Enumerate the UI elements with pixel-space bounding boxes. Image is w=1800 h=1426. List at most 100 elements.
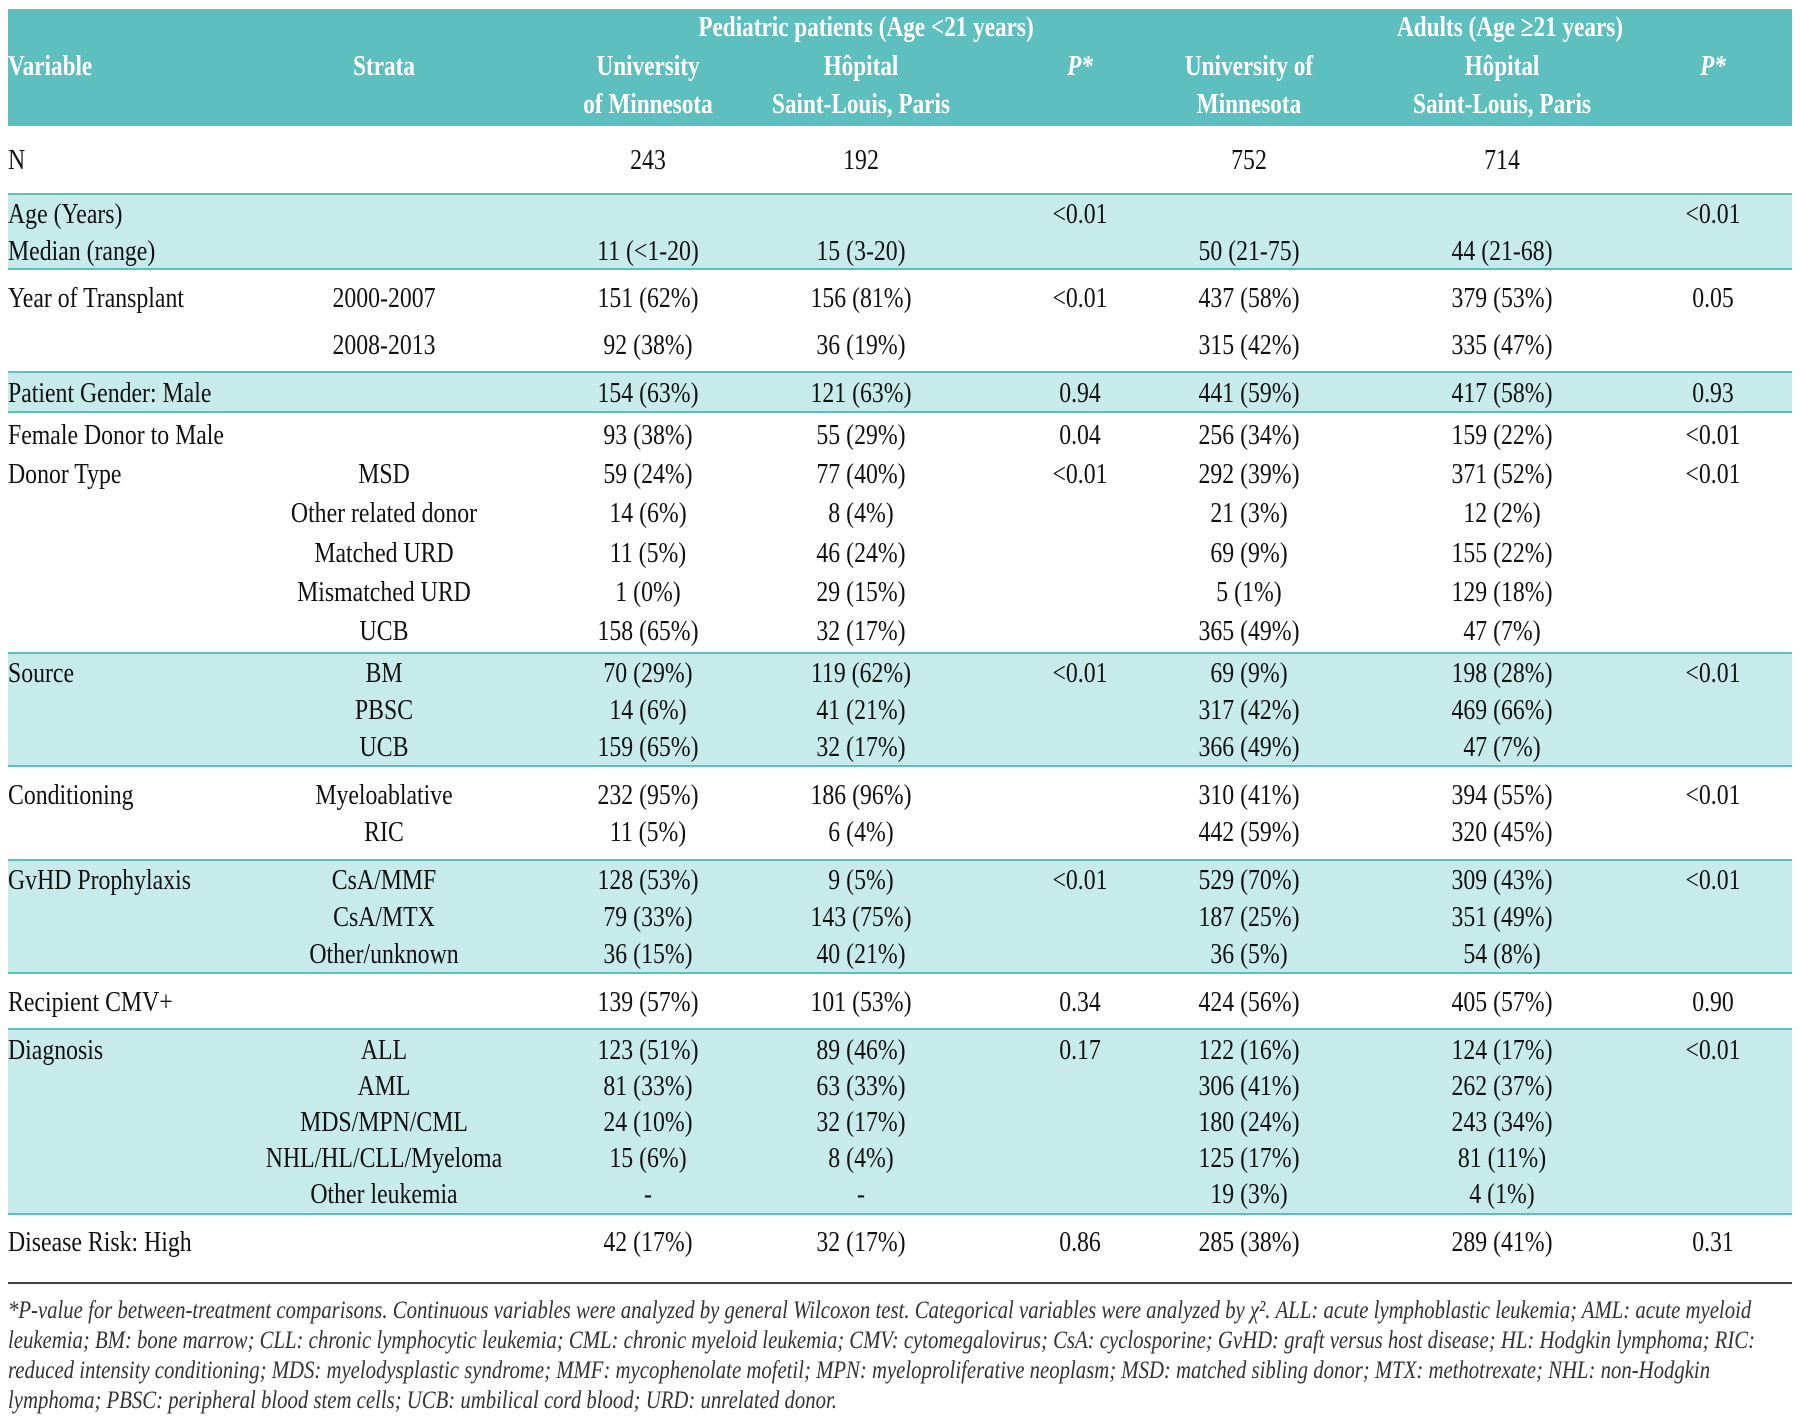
- cell-value: 0.34: [1059, 985, 1101, 1018]
- cell-value: 379 (53%): [1451, 281, 1553, 314]
- cell-variable: Median (range): [8, 234, 156, 267]
- cell-value: 93 (38%): [603, 419, 693, 452]
- cell-strata: Myeloablative: [315, 779, 453, 811]
- table-row: Conditioning Myeloablative 232 (95%) 186 (9…: [8, 777, 1792, 814]
- cell-value: 63 (33%): [816, 1070, 906, 1103]
- cell-strata: AML: [357, 1070, 411, 1103]
- header-group-adults: Adults (Age ≥21 years): [1396, 11, 1624, 43]
- cell-value: 151 (62%): [597, 281, 699, 314]
- cell-value: 320 (45%): [1451, 816, 1553, 848]
- table-row: Median (range) 11 (<1-20) 15 (3-20) 50 (21-…: [8, 233, 1792, 270]
- cell-value: 371 (52%): [1451, 458, 1553, 491]
- cell-strata: Other related donor: [290, 497, 478, 530]
- cell-value: 317 (42%): [1198, 694, 1300, 726]
- table-row: Patient Gender: Male 154 (63%) 121 (63%) 0.…: [8, 375, 1792, 412]
- cell-value: 15 (6%): [609, 1141, 687, 1174]
- cell-value: 24 (10%): [603, 1106, 693, 1138]
- cell-variable: Year of Transplant: [8, 281, 184, 314]
- cell-variable: Donor Type: [8, 458, 122, 491]
- cell-strata: RIC: [364, 816, 404, 848]
- cell-value: <0.01: [1685, 864, 1741, 896]
- cell-value: 469 (66%): [1451, 694, 1553, 726]
- cell-value: 8 (4%): [828, 497, 894, 530]
- cell-value: 122 (16%): [1198, 1034, 1300, 1067]
- cell-value: 1 (0%): [615, 575, 681, 608]
- cell-value: 243 (34%): [1451, 1106, 1553, 1138]
- cell-strata: UCB: [359, 731, 409, 763]
- cell-value: 55 (29%): [816, 419, 906, 452]
- row-group: Conditioning Myeloablative 232 (95%) 186 (9…: [8, 767, 1792, 861]
- cell-strata: UCB: [359, 614, 409, 647]
- cell-value: 156 (81%): [810, 281, 912, 314]
- row-group: Recipient CMV+ 139 (57%) 101 (53%) 0.34 424 …: [8, 974, 1792, 1030]
- cell-value: 306 (41%): [1198, 1070, 1300, 1103]
- cell-value: 180 (24%): [1198, 1106, 1300, 1138]
- cell-value: 0.31: [1692, 1225, 1734, 1258]
- cell-value: 315 (42%): [1198, 328, 1300, 361]
- table-row: MDS/MPN/CML 24 (10%) 32 (17%) 180 (24%) 243 …: [8, 1104, 1792, 1141]
- cell-value: <0.01: [1052, 281, 1108, 314]
- cell-value: 192: [843, 144, 879, 176]
- cell-value: 198 (28%): [1451, 657, 1553, 689]
- cell-strata: Other leukemia: [310, 1177, 458, 1210]
- cell-value: <0.01: [1052, 197, 1108, 230]
- cell-value: <0.01: [1685, 657, 1741, 689]
- cell-value: 77 (40%): [816, 458, 906, 491]
- cell-strata: 2008-2013: [332, 328, 436, 361]
- cell-value: 21 (3%): [1210, 497, 1288, 530]
- cell-value: 441 (59%): [1198, 376, 1300, 409]
- header-variable: Variable: [8, 50, 93, 82]
- cell-value: 0.93: [1692, 376, 1734, 409]
- cell-value: 40 (21%): [816, 938, 906, 970]
- cell-value: 36 (15%): [603, 938, 693, 970]
- cell-value: 256 (34%): [1198, 419, 1300, 452]
- cell-value: 50 (21-75): [1198, 234, 1300, 267]
- cell-variable: Patient Gender: Male: [8, 376, 212, 409]
- cell-strata: CsA/MTX: [333, 901, 435, 933]
- table-row: Other/unknown 36 (15%) 40 (21%) 36 (5%) 54 (…: [8, 936, 1792, 973]
- cell-value: 9 (5%): [828, 864, 894, 896]
- header-adult-p: P*: [1700, 50, 1726, 82]
- cell-value: 121 (63%): [810, 376, 912, 409]
- cell-value: 417 (58%): [1451, 376, 1553, 409]
- cell-value: 32 (17%): [816, 731, 906, 763]
- cell-value: 6 (4%): [828, 816, 894, 848]
- cell-value: 12 (2%): [1463, 497, 1541, 530]
- cell-variable: N: [8, 144, 26, 176]
- cell-value: 159 (22%): [1451, 419, 1553, 452]
- row-group: Diagnosis ALL 123 (51%) 89 (46%) 0.17 122 (16…: [8, 1030, 1792, 1215]
- cell-value: 405 (57%): [1451, 985, 1553, 1018]
- cell-value: 243: [630, 144, 666, 176]
- cell-value: 186 (96%): [810, 779, 912, 811]
- header-adult-hsl-1: Hôpital: [1464, 50, 1540, 82]
- row-group: Disease Risk: High 42 (17%) 32 (17%) 0.86 28…: [8, 1215, 1792, 1269]
- header-strata: Strata: [353, 50, 415, 82]
- header-ped-umn-1: University: [596, 50, 700, 82]
- cell-value: <0.01: [1685, 419, 1741, 452]
- cell-value: 154 (63%): [597, 376, 699, 409]
- row-group: Year of Transplant 2000-2007 151 (62%) 156 …: [8, 270, 1792, 373]
- cell-value: 92 (38%): [603, 328, 693, 361]
- cell-value: 139 (57%): [597, 985, 699, 1018]
- cell-strata: PBSC: [354, 694, 414, 726]
- table-row: Donor Type MSD 59 (24%) 77 (40%) <0.01 292 (3…: [8, 456, 1792, 493]
- table-row: Year of Transplant 2000-2007 151 (62%) 156 …: [8, 280, 1792, 317]
- row-group: Age (Years) <0.01 <0.01 Median (range) 11 (<…: [8, 195, 1792, 270]
- cell-value: 5 (1%): [1216, 575, 1282, 608]
- cell-value: <0.01: [1052, 458, 1108, 491]
- cell-strata: Other/unknown: [309, 938, 459, 970]
- cell-value: 187 (25%): [1198, 901, 1300, 933]
- cell-value: 285 (38%): [1198, 1225, 1300, 1258]
- header-ped-hsl-2: Saint-Louis, Paris: [772, 88, 950, 120]
- cell-value: 529 (70%): [1198, 864, 1300, 896]
- header-ped-umn-2: of Minnesota: [583, 88, 713, 120]
- cell-value: 0.90: [1692, 985, 1734, 1018]
- table-row: 2008-2013 92 (38%) 36 (19%) 315 (42%) 335 (4…: [8, 327, 1792, 364]
- cell-value: 47 (7%): [1463, 731, 1541, 763]
- table-row: Mismatched URD 1 (0%) 29 (15%) 5 (1%) 129 (1…: [8, 574, 1792, 611]
- cell-value: 0.94: [1059, 376, 1101, 409]
- cell-strata: MSD: [358, 458, 410, 491]
- cell-value: 119 (62%): [810, 657, 912, 689]
- row-group: N 243 192 752 714: [8, 126, 1792, 195]
- row-group: Source BM 70 (29%) 119 (62%) <0.01 69 (9%) 198…: [8, 654, 1792, 767]
